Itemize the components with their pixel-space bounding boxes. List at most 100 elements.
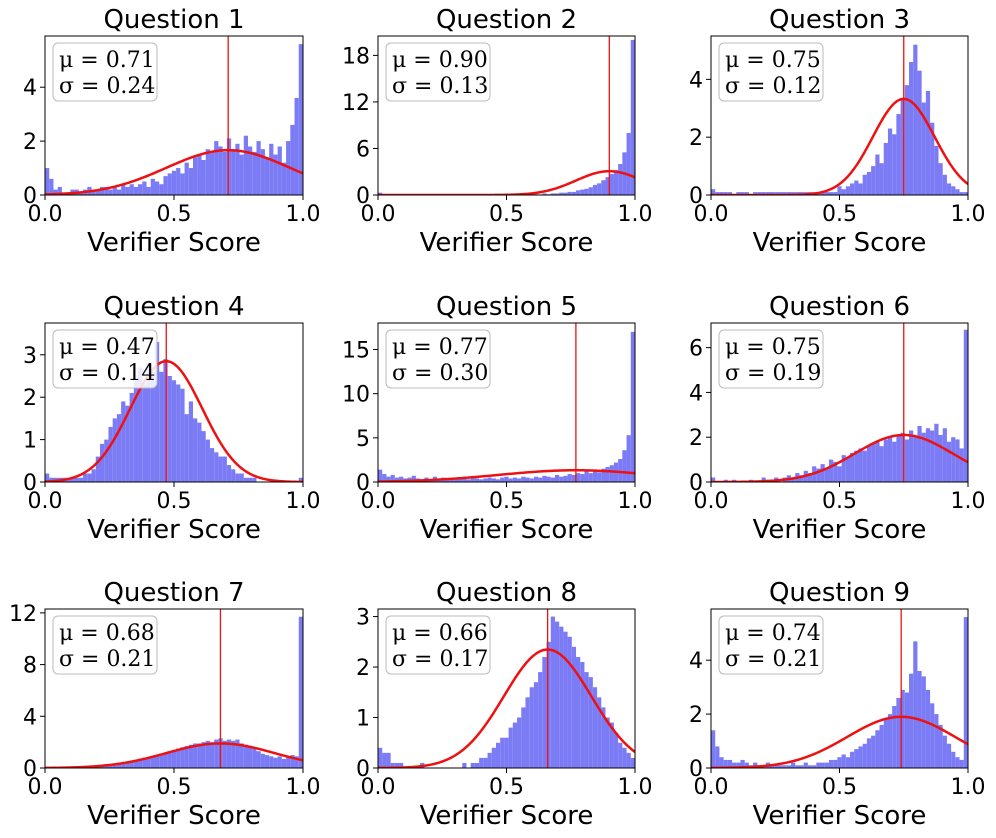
mean-stat-text: μ = 0.66 bbox=[392, 621, 488, 646]
histogram-bar bbox=[753, 762, 758, 768]
histogram-bar bbox=[732, 762, 737, 768]
panel-question-4: 0.0 0.5 1.0 0 1 2 3 Question 4 Verifier Score μ =… bbox=[23, 292, 321, 545]
histogram-bar bbox=[828, 759, 834, 768]
histogram-bar bbox=[963, 329, 968, 482]
histogram-bar bbox=[49, 477, 54, 482]
histogram-bar bbox=[580, 474, 585, 482]
histogram-bar bbox=[879, 724, 884, 768]
histogram-bar bbox=[854, 749, 859, 768]
histogram-bar bbox=[159, 184, 164, 195]
histogram-bar bbox=[554, 621, 560, 768]
panel-question-9: 0.0 0.5 1.0 0 2 4 Question 9 Verifier Score μ = … bbox=[689, 578, 986, 831]
histogram-bar bbox=[125, 761, 130, 768]
x-tick-label: 0.0 bbox=[361, 202, 396, 227]
histogram-bar bbox=[483, 478, 488, 482]
x-tick-label: 1.0 bbox=[951, 489, 986, 514]
plot-area bbox=[711, 609, 968, 768]
histogram-bar bbox=[411, 475, 416, 482]
histogram-bar bbox=[382, 752, 387, 768]
histogram-bar bbox=[129, 761, 134, 768]
histogram-bar bbox=[269, 143, 274, 195]
histogram-bar bbox=[95, 456, 100, 482]
histogram-bar bbox=[146, 757, 151, 768]
histogram-bar bbox=[828, 192, 834, 195]
histogram-bar bbox=[904, 692, 910, 768]
histogram-bar bbox=[538, 672, 543, 768]
histogram-bar bbox=[193, 743, 198, 768]
histogram-bar bbox=[264, 755, 270, 768]
histogram-bar bbox=[791, 762, 796, 768]
histogram-bar bbox=[845, 457, 851, 482]
histogram-bar bbox=[567, 191, 572, 195]
histogram-bar bbox=[74, 477, 79, 482]
histogram-bar bbox=[184, 414, 189, 482]
normal-fit-curve bbox=[711, 97, 968, 195]
y-tick-label: 0 bbox=[356, 471, 370, 496]
histogram-bar bbox=[390, 762, 395, 768]
histogram-bar bbox=[584, 672, 589, 768]
histogram-bar bbox=[273, 757, 278, 768]
histogram-bar bbox=[138, 184, 143, 195]
histogram-bar bbox=[445, 479, 450, 482]
mean-stat-text: μ = 0.77 bbox=[392, 335, 488, 360]
histogram-bar bbox=[946, 183, 952, 195]
histogram-bar bbox=[883, 439, 888, 482]
histogram-bar bbox=[167, 173, 172, 195]
histogram-bar bbox=[231, 149, 236, 195]
histogram-bar bbox=[622, 450, 627, 482]
histogram-bar bbox=[744, 762, 749, 768]
histogram-bar bbox=[517, 478, 522, 482]
histogram-bar bbox=[858, 448, 863, 482]
histogram-bar bbox=[791, 192, 796, 195]
histogram-bar bbox=[883, 142, 888, 195]
x-axis-label: Verifier Score bbox=[753, 228, 927, 258]
histogram-bar bbox=[205, 439, 210, 482]
histogram-bar bbox=[45, 168, 50, 195]
histogram-bar bbox=[70, 477, 75, 482]
histogram-bar bbox=[942, 735, 947, 768]
histogram-bar bbox=[273, 154, 278, 195]
y-tick-label: 3 bbox=[23, 344, 37, 369]
histogram-bar bbox=[546, 641, 551, 768]
histogram-bar bbox=[833, 759, 838, 768]
histogram-bar bbox=[243, 135, 249, 195]
histogram-bar bbox=[171, 170, 177, 195]
histogram-bar bbox=[959, 759, 964, 768]
histogram-bar bbox=[218, 146, 223, 195]
histogram-bar bbox=[715, 192, 720, 195]
histogram-bar bbox=[290, 755, 295, 768]
histogram-bar bbox=[837, 757, 842, 768]
histogram-bar bbox=[900, 99, 905, 195]
histogram-bar bbox=[394, 762, 400, 768]
histogram-bar bbox=[909, 673, 914, 768]
histogram-bar bbox=[188, 168, 194, 195]
histogram-bar bbox=[133, 760, 139, 768]
histogram-bar bbox=[757, 192, 762, 195]
histogram-bar bbox=[571, 474, 577, 482]
histogram-bar bbox=[887, 437, 893, 482]
histogram-bar bbox=[378, 469, 383, 482]
histogram-bar bbox=[504, 737, 509, 768]
histogram-bar bbox=[630, 331, 635, 482]
histogram-bar bbox=[816, 762, 821, 768]
histogram-bar bbox=[571, 646, 577, 768]
panel-title: Question 9 bbox=[769, 578, 910, 608]
y-tick-label: 0 bbox=[23, 184, 37, 209]
histogram-bar bbox=[921, 432, 926, 482]
stats-box bbox=[52, 615, 158, 675]
histogram-bar bbox=[930, 430, 935, 482]
histogram-bar bbox=[807, 473, 813, 482]
histogram-bar bbox=[934, 423, 939, 482]
histogram-bar bbox=[588, 473, 593, 482]
histogram-bar bbox=[799, 475, 804, 482]
histogram-bar bbox=[231, 740, 236, 768]
histogram-bar bbox=[209, 448, 215, 482]
histogram-bar bbox=[150, 371, 155, 482]
histogram-bar bbox=[226, 465, 232, 482]
histogram-bar bbox=[580, 662, 585, 768]
histogram-bar bbox=[142, 181, 147, 195]
histogram-bar bbox=[382, 474, 387, 482]
histogram-bar bbox=[239, 154, 244, 195]
histogram-bar bbox=[550, 477, 555, 482]
histogram-bar bbox=[188, 401, 194, 482]
